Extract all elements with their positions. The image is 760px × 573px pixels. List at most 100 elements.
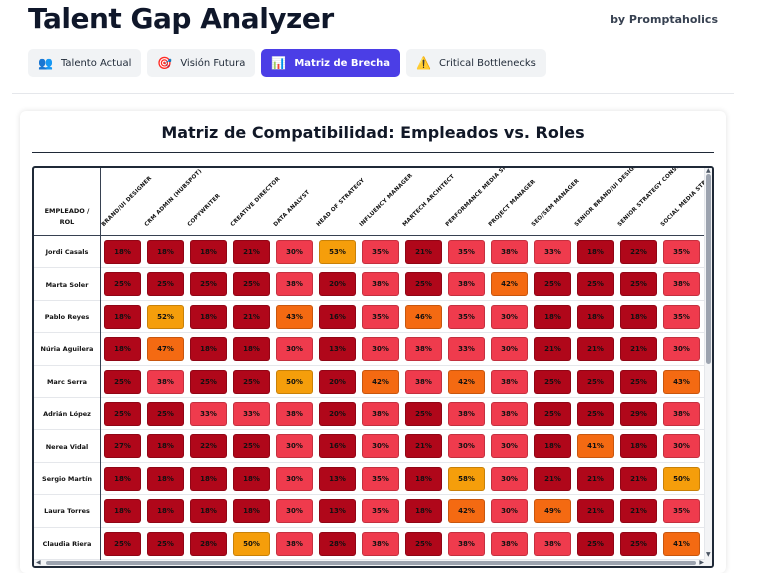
match-score-cell[interactable]: 41%: [577, 434, 614, 459]
match-score-cell[interactable]: 25%: [104, 531, 141, 556]
match-score-cell[interactable]: 38%: [147, 369, 184, 394]
match-score-cell[interactable]: 25%: [577, 369, 614, 394]
match-score-cell[interactable]: 52%: [147, 304, 184, 329]
vertical-scrollbar[interactable]: ▲ ▼: [704, 168, 712, 566]
match-score-cell[interactable]: 25%: [405, 531, 442, 556]
scroll-left-icon[interactable]: ◀: [36, 559, 41, 566]
match-score-cell[interactable]: 18%: [534, 304, 571, 329]
match-score-cell[interactable]: 38%: [491, 240, 528, 264]
match-score-cell[interactable]: 38%: [276, 531, 313, 556]
match-score-cell[interactable]: 28%: [190, 531, 227, 556]
match-score-cell[interactable]: 21%: [620, 499, 657, 524]
match-score-cell[interactable]: 38%: [534, 531, 571, 556]
match-score-cell[interactable]: 25%: [147, 272, 184, 297]
match-score-cell[interactable]: 18%: [147, 240, 184, 264]
match-score-cell[interactable]: 18%: [190, 304, 227, 329]
match-score-cell[interactable]: 58%: [448, 466, 485, 491]
match-score-cell[interactable]: 18%: [190, 499, 227, 524]
vertical-scroll-thumb[interactable]: [706, 174, 711, 364]
match-score-cell[interactable]: 16%: [319, 304, 356, 329]
match-score-cell[interactable]: 22%: [620, 240, 657, 264]
match-score-cell[interactable]: 25%: [534, 369, 571, 394]
match-score-cell[interactable]: 21%: [233, 240, 270, 264]
match-score-cell[interactable]: 25%: [534, 272, 571, 297]
match-score-cell[interactable]: 50%: [233, 531, 270, 556]
match-score-cell[interactable]: 18%: [104, 499, 141, 524]
match-score-cell[interactable]: 30%: [448, 434, 485, 459]
match-score-cell[interactable]: 25%: [104, 369, 141, 394]
match-score-cell[interactable]: 50%: [276, 369, 313, 394]
match-score-cell[interactable]: 30%: [663, 434, 700, 459]
match-score-cell[interactable]: 42%: [448, 369, 485, 394]
match-score-cell[interactable]: 38%: [448, 531, 485, 556]
match-score-cell[interactable]: 47%: [147, 337, 184, 362]
match-score-cell[interactable]: 18%: [405, 499, 442, 524]
match-score-cell[interactable]: 38%: [491, 369, 528, 394]
match-score-cell[interactable]: 30%: [663, 337, 700, 362]
match-score-cell[interactable]: 16%: [319, 434, 356, 459]
match-score-cell[interactable]: 35%: [663, 240, 700, 264]
match-score-cell[interactable]: 35%: [362, 499, 399, 524]
match-score-cell[interactable]: 25%: [534, 402, 571, 426]
match-score-cell[interactable]: 18%: [147, 434, 184, 459]
match-score-cell[interactable]: 25%: [104, 272, 141, 297]
match-score-cell[interactable]: 21%: [577, 337, 614, 362]
match-score-cell[interactable]: 35%: [663, 304, 700, 329]
match-score-cell[interactable]: 18%: [577, 304, 614, 329]
match-score-cell[interactable]: 46%: [405, 304, 442, 329]
scroll-down-icon[interactable]: ▼: [706, 551, 711, 558]
match-score-cell[interactable]: 25%: [577, 531, 614, 556]
match-score-cell[interactable]: 33%: [534, 240, 571, 264]
match-score-cell[interactable]: 35%: [448, 304, 485, 329]
match-score-cell[interactable]: 50%: [663, 466, 700, 491]
tab-matriz-de-brecha[interactable]: 📊 Matriz de Brecha: [261, 49, 401, 77]
match-score-cell[interactable]: 30%: [491, 466, 528, 491]
match-score-cell[interactable]: 20%: [319, 369, 356, 394]
match-score-cell[interactable]: 30%: [276, 499, 313, 524]
match-score-cell[interactable]: 25%: [147, 402, 184, 426]
scroll-right-icon[interactable]: ▶: [699, 559, 704, 566]
match-score-cell[interactable]: 18%: [190, 240, 227, 264]
match-score-cell[interactable]: 38%: [276, 272, 313, 297]
match-score-cell[interactable]: 25%: [620, 272, 657, 297]
match-score-cell[interactable]: 43%: [276, 304, 313, 329]
match-score-cell[interactable]: 29%: [620, 402, 657, 426]
match-score-cell[interactable]: 38%: [362, 531, 399, 556]
match-score-cell[interactable]: 41%: [663, 531, 700, 556]
match-score-cell[interactable]: 18%: [233, 499, 270, 524]
match-score-cell[interactable]: 27%: [104, 434, 141, 459]
match-score-cell[interactable]: 38%: [405, 337, 442, 362]
match-score-cell[interactable]: 18%: [620, 434, 657, 459]
match-score-cell[interactable]: 38%: [663, 272, 700, 297]
match-score-cell[interactable]: 25%: [620, 531, 657, 556]
tab-talento-actual[interactable]: 👥 Talento Actual: [28, 49, 142, 77]
match-score-cell[interactable]: 21%: [405, 240, 442, 264]
match-score-cell[interactable]: 38%: [663, 402, 700, 426]
match-score-cell[interactable]: 35%: [362, 466, 399, 491]
match-score-cell[interactable]: 25%: [233, 369, 270, 394]
match-score-cell[interactable]: 42%: [362, 369, 399, 394]
match-score-cell[interactable]: 18%: [233, 337, 270, 362]
match-score-cell[interactable]: 28%: [319, 531, 356, 556]
match-score-cell[interactable]: 38%: [362, 272, 399, 297]
match-score-cell[interactable]: 30%: [276, 434, 313, 459]
match-score-cell[interactable]: 30%: [276, 240, 313, 264]
match-score-cell[interactable]: 25%: [104, 402, 141, 426]
match-score-cell[interactable]: 21%: [405, 434, 442, 459]
match-score-cell[interactable]: 21%: [577, 466, 614, 491]
match-score-cell[interactable]: 35%: [448, 240, 485, 264]
match-score-cell[interactable]: 25%: [233, 434, 270, 459]
match-score-cell[interactable]: 53%: [319, 240, 356, 264]
match-score-cell[interactable]: 25%: [577, 402, 614, 426]
match-score-cell[interactable]: 38%: [448, 402, 485, 426]
match-score-cell[interactable]: 18%: [147, 499, 184, 524]
match-score-cell[interactable]: 30%: [362, 434, 399, 459]
match-score-cell[interactable]: 21%: [577, 499, 614, 524]
match-score-cell[interactable]: 18%: [620, 304, 657, 329]
match-score-cell[interactable]: 38%: [491, 531, 528, 556]
match-score-cell[interactable]: 25%: [405, 272, 442, 297]
match-score-cell[interactable]: 30%: [491, 434, 528, 459]
match-score-cell[interactable]: 18%: [233, 466, 270, 491]
horizontal-scroll-thumb[interactable]: [46, 561, 696, 565]
match-score-cell[interactable]: 18%: [104, 337, 141, 362]
